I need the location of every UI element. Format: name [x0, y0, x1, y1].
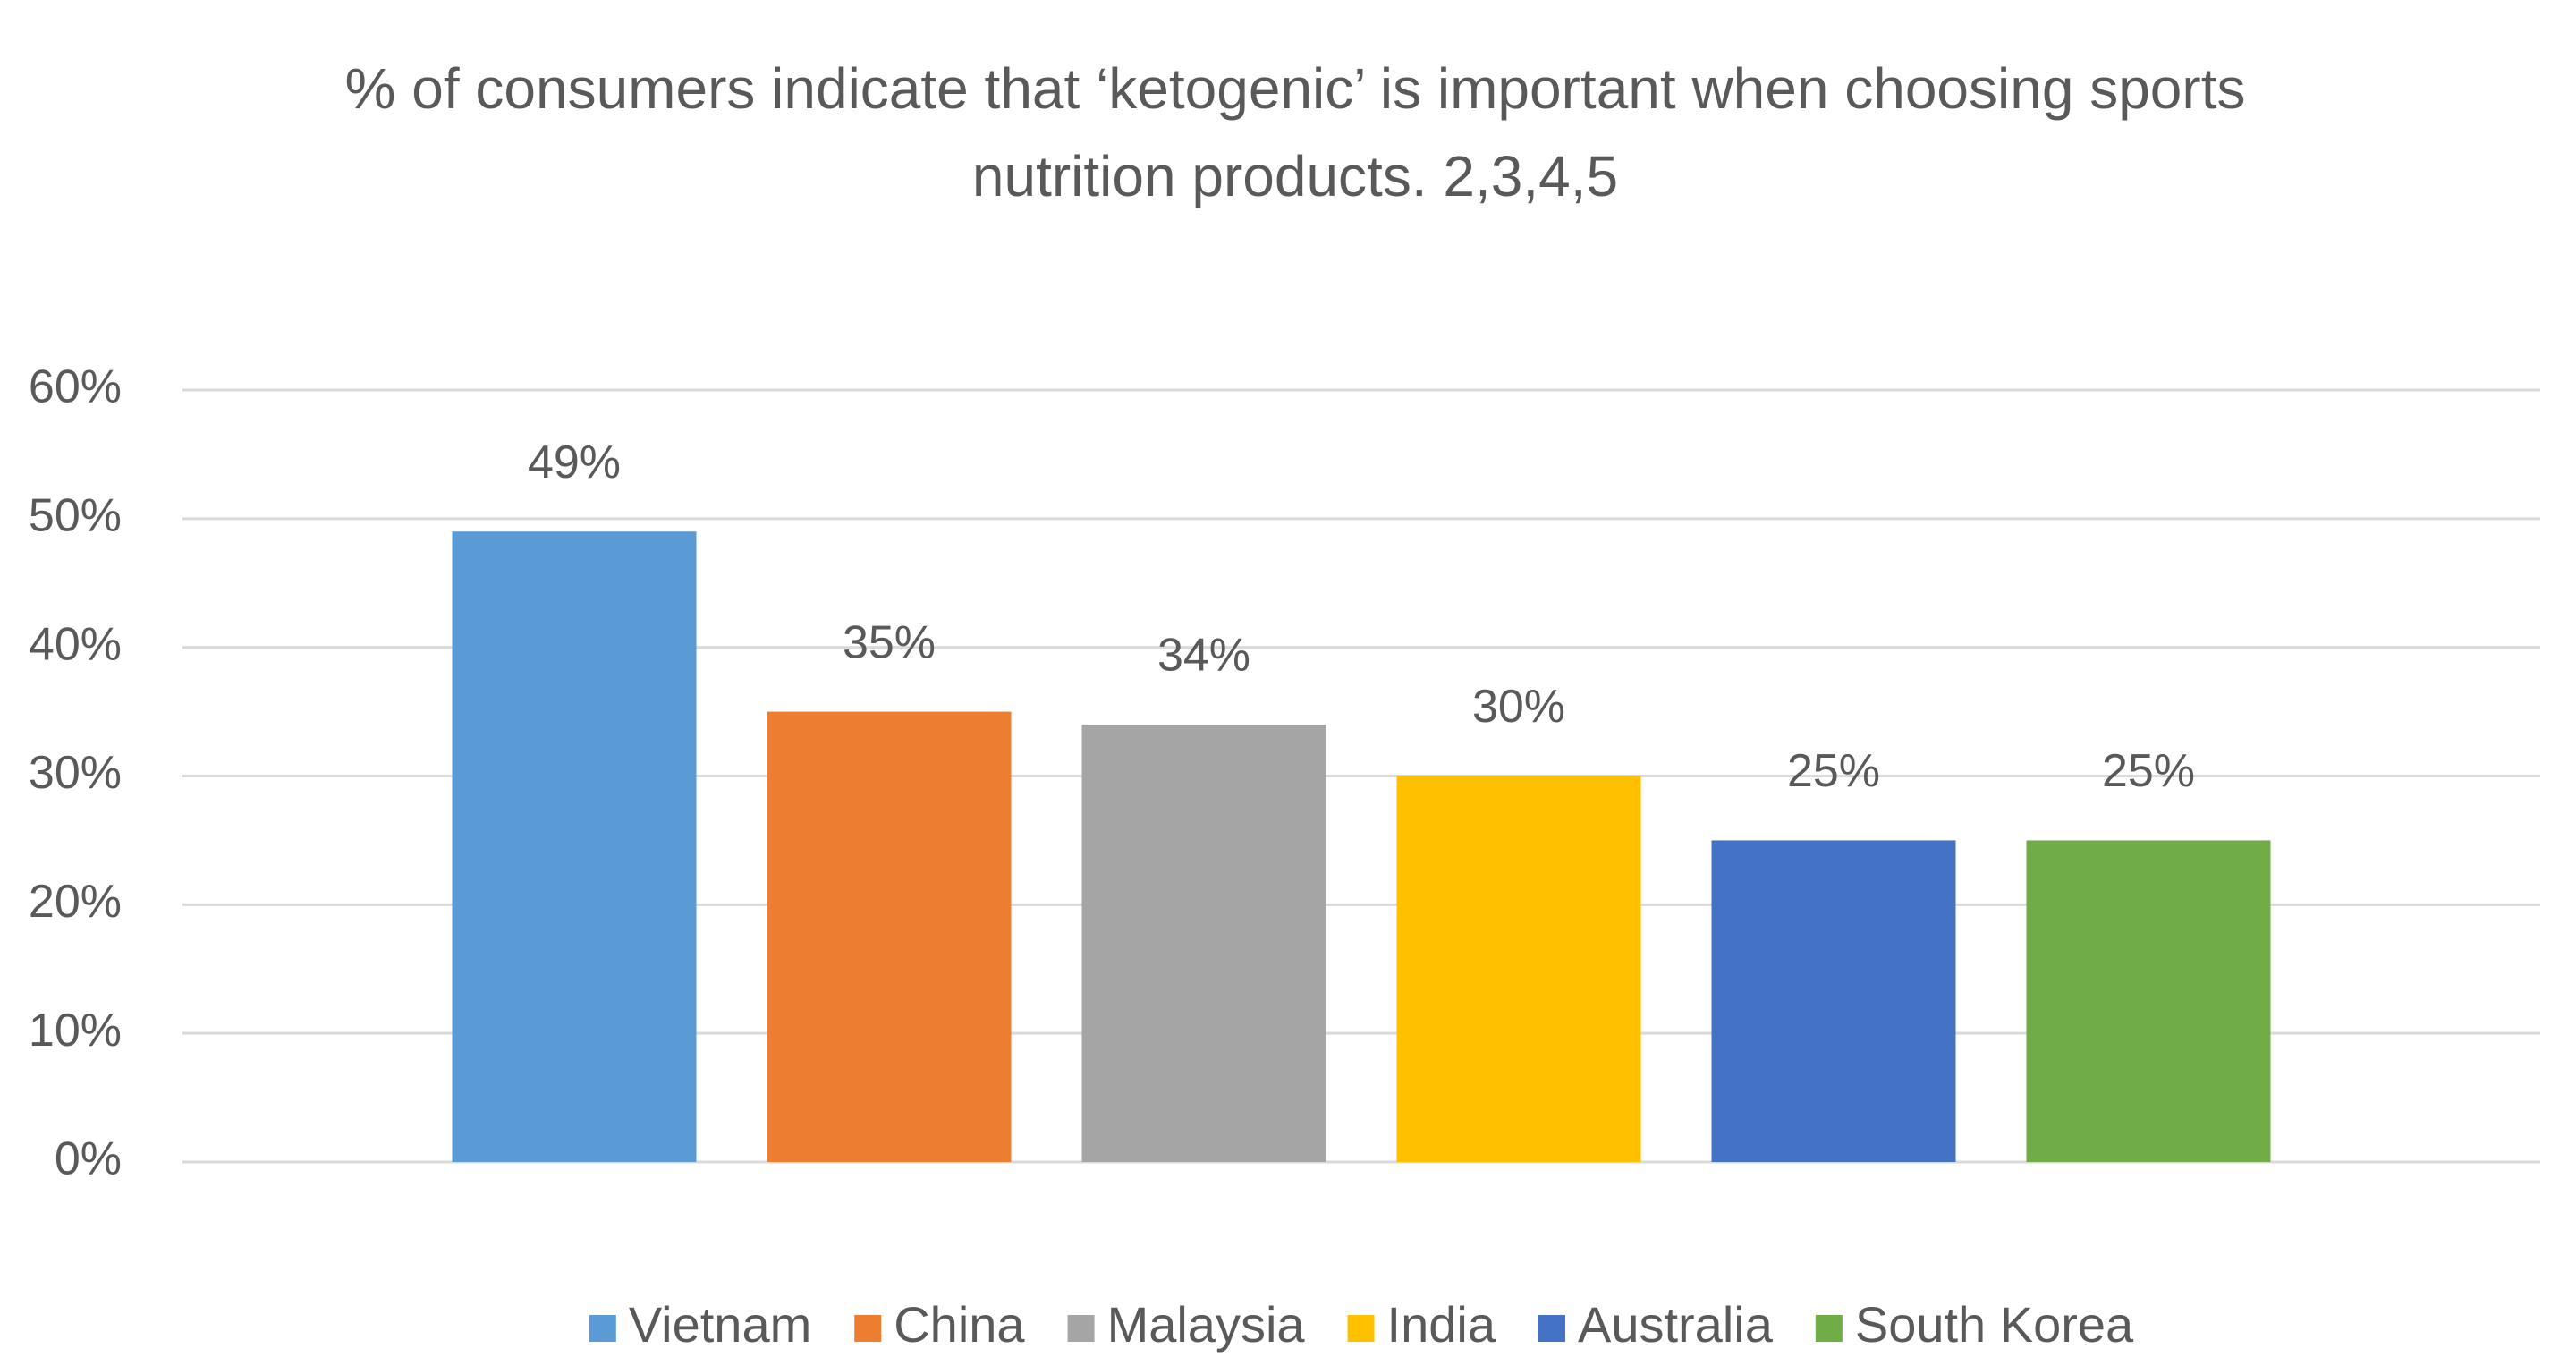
bar — [767, 711, 1012, 1162]
legend-swatch — [1538, 1315, 1565, 1342]
bar — [1081, 724, 1326, 1162]
legend-label: South Korea — [1855, 1296, 2134, 1353]
y-tick-label: 30% — [29, 747, 122, 799]
legend-swatch — [1815, 1315, 1843, 1342]
y-tick-label: 0% — [55, 1133, 122, 1185]
bar — [452, 531, 697, 1162]
legend-swatch — [1067, 1315, 1095, 1342]
legend-label: Malaysia — [1107, 1296, 1306, 1353]
bar — [1711, 840, 1956, 1162]
data-label: 25% — [2102, 745, 2195, 797]
legend-label: China — [894, 1296, 1025, 1353]
y-tick-label: 40% — [29, 618, 122, 670]
chart-title: % of consumers indicate that ‘ketogenic’… — [344, 56, 2246, 208]
legend-label: Australia — [1578, 1296, 1774, 1353]
y-tick-label: 60% — [29, 361, 122, 413]
data-label: 34% — [1157, 630, 1250, 682]
legend-label: India — [1387, 1296, 1496, 1353]
legend-label: Vietnam — [629, 1296, 811, 1353]
legend-swatch — [1347, 1315, 1375, 1342]
data-label: 35% — [843, 616, 936, 668]
bar — [2026, 840, 2271, 1162]
data-label: 49% — [528, 437, 621, 488]
y-tick-label: 20% — [29, 876, 122, 928]
y-tick-label: 10% — [29, 1005, 122, 1056]
data-label: 30% — [1472, 681, 1565, 733]
legend-swatch — [589, 1315, 616, 1342]
data-label: 25% — [1787, 745, 1880, 797]
y-tick-label: 50% — [29, 490, 122, 542]
legend-swatch — [854, 1315, 882, 1342]
bar — [1396, 776, 1641, 1162]
